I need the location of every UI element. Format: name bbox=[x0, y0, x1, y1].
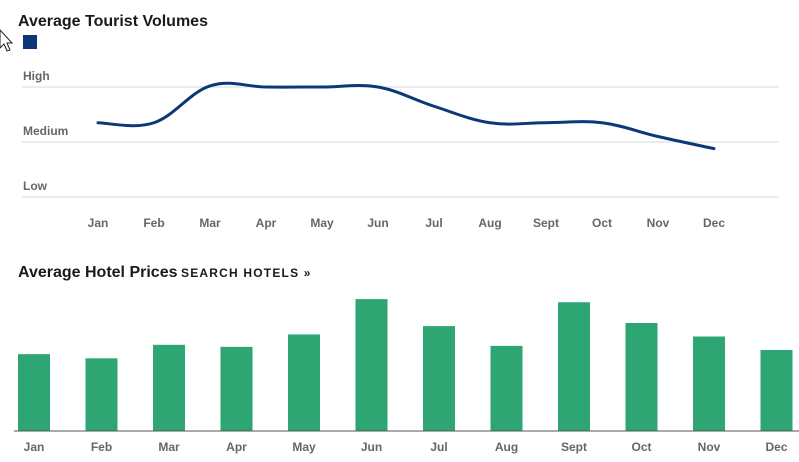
x-tick-label: Apr bbox=[256, 216, 277, 230]
x-tick-label: Mar bbox=[158, 440, 180, 454]
x-tick-label: Jan bbox=[88, 216, 109, 230]
hotel-bars bbox=[18, 299, 793, 431]
bar bbox=[693, 336, 725, 431]
x-tick-label: Jan bbox=[24, 440, 45, 454]
search-hotels-link[interactable]: SEARCH HOTELS » bbox=[181, 266, 312, 280]
bar bbox=[760, 350, 793, 431]
tourist-x-axis: Jan Feb Mar Apr May Jun Jul Aug Sept Oct Nov Dec bbox=[88, 216, 726, 230]
x-tick-label: Dec bbox=[703, 216, 725, 230]
x-tick-label: Oct bbox=[631, 440, 651, 454]
x-tick-label: Jul bbox=[430, 440, 447, 454]
bar bbox=[288, 334, 320, 431]
x-tick-label: Aug bbox=[478, 216, 501, 230]
x-tick-label: Jun bbox=[367, 216, 388, 230]
legend-swatch bbox=[23, 35, 37, 49]
cursor-icon bbox=[0, 29, 14, 52]
bar bbox=[355, 299, 388, 431]
tourist-chart-title: Average Tourist Volumes bbox=[18, 13, 208, 30]
x-tick-label: Aug bbox=[495, 440, 518, 454]
x-tick-label: Jun bbox=[361, 440, 382, 454]
bar bbox=[558, 302, 590, 431]
x-tick-label: May bbox=[310, 216, 334, 230]
x-tick-label: Dec bbox=[765, 440, 787, 454]
y-tick-label: High bbox=[23, 69, 50, 83]
x-tick-label: Mar bbox=[199, 216, 221, 230]
x-tick-label: Nov bbox=[698, 440, 721, 454]
x-tick-label: Jul bbox=[425, 216, 442, 230]
bar bbox=[220, 346, 253, 431]
x-tick-label: Feb bbox=[143, 216, 164, 230]
x-tick-label: Feb bbox=[91, 440, 112, 454]
tourist-series-line bbox=[96, 81, 716, 151]
hotel-chart-title: Average Hotel Prices bbox=[18, 264, 178, 281]
x-tick-label: May bbox=[292, 440, 316, 454]
bar bbox=[153, 344, 185, 431]
bar bbox=[625, 323, 658, 431]
hotel-x-axis: Jan Feb Mar Apr May Jun Jul Aug Sept Oct Nov Dec bbox=[24, 440, 788, 454]
y-tick-label: Low bbox=[23, 179, 48, 193]
tourist-gridlines bbox=[22, 86, 779, 198]
x-tick-label: Nov bbox=[647, 216, 670, 230]
tourist-y-axis: Low Medium High bbox=[23, 69, 68, 193]
y-tick-label: Medium bbox=[23, 124, 68, 138]
bar bbox=[18, 354, 50, 431]
bar bbox=[85, 358, 118, 431]
bar bbox=[490, 345, 523, 431]
x-tick-label: Sept bbox=[561, 440, 587, 454]
x-tick-label: Apr bbox=[226, 440, 247, 454]
x-tick-label: Oct bbox=[592, 216, 612, 230]
bar bbox=[423, 326, 455, 431]
x-tick-label: Sept bbox=[533, 216, 559, 230]
